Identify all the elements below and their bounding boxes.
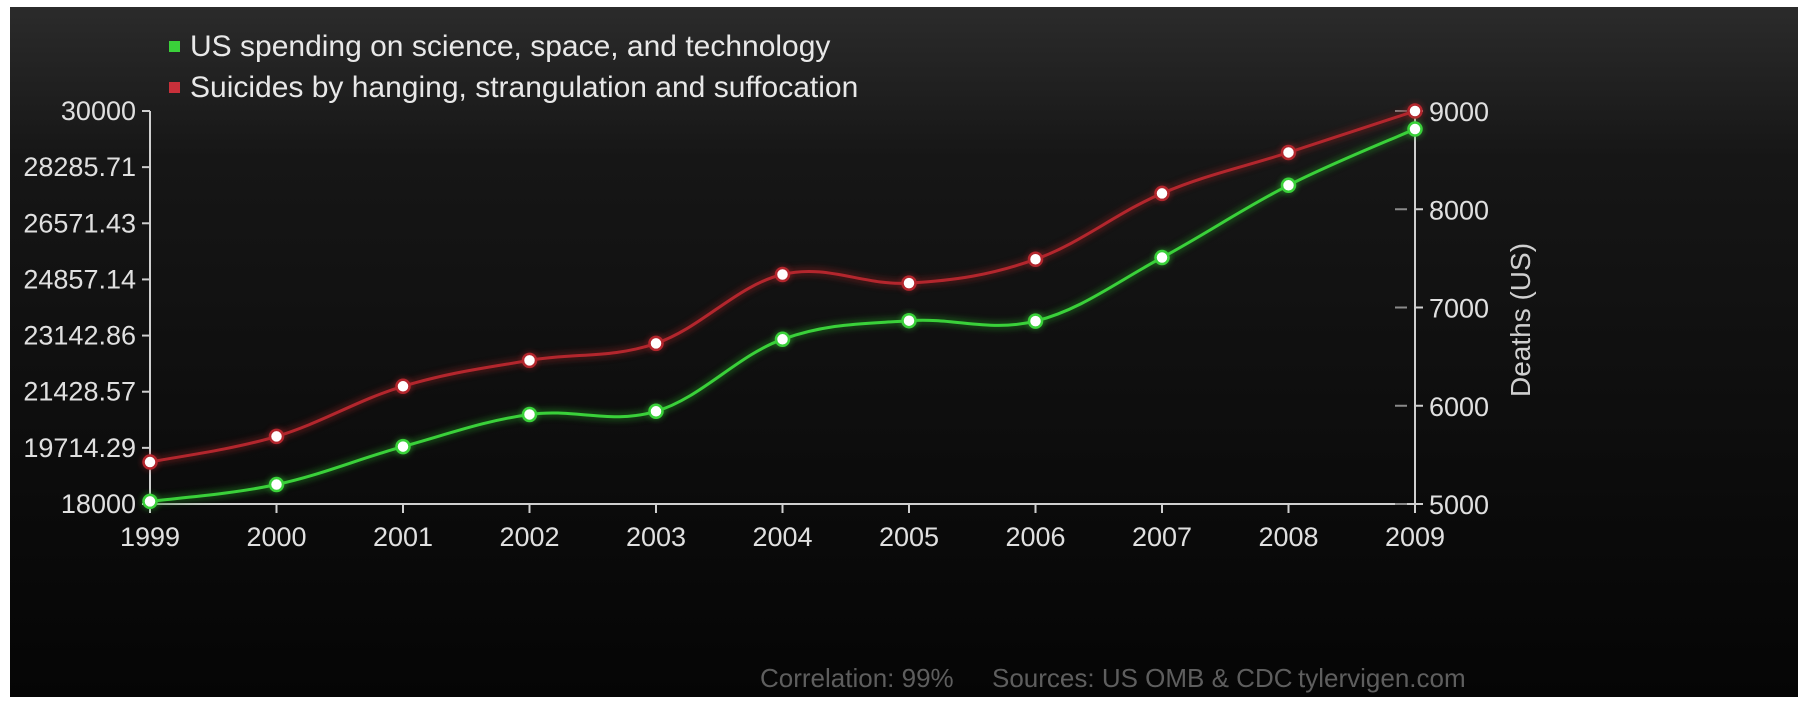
data-point-suicides — [901, 275, 917, 291]
x-tick-label: 2009 — [1385, 522, 1445, 552]
data-point-spending — [1280, 177, 1297, 194]
data-point-spending — [1027, 313, 1044, 329]
chart-panel: US spending on science, space, and techn… — [10, 7, 1798, 697]
legend-swatch-suicides — [169, 82, 180, 93]
data-point-spending — [268, 476, 285, 493]
right-axis-title: Deaths (US) — [1505, 243, 1536, 397]
data-point-spending — [901, 312, 917, 329]
left-tick-label: 28285.71 — [23, 152, 136, 182]
data-point-suicides — [1407, 103, 1423, 119]
data-point-spending — [1154, 249, 1170, 266]
right-tick-label: 6000 — [1429, 392, 1489, 422]
legend: US spending on science, space, and techn… — [169, 30, 858, 104]
legend-label-spending: US spending on science, space, and techn… — [190, 30, 830, 63]
data-point-suicides — [1027, 251, 1044, 268]
right-tick-label: 8000 — [1429, 195, 1489, 225]
data-point-suicides — [1280, 144, 1297, 161]
x-tick-label: 2000 — [246, 522, 306, 552]
x-tick-label: 2005 — [879, 522, 939, 552]
x-tick-label: 2001 — [373, 522, 433, 552]
data-point-spending — [648, 403, 664, 420]
left-tick-label: 18000 — [61, 489, 136, 519]
x-tick-label: 1999 — [120, 522, 180, 552]
data-point-spending — [395, 438, 411, 455]
data-point-suicides — [395, 378, 411, 395]
series-glow-suicides — [149, 106, 1417, 467]
footer-sources: Sources: US OMB & CDC — [992, 663, 1293, 693]
data-point-spending — [521, 406, 538, 423]
x-tick-label: 2006 — [1005, 522, 1065, 552]
x-tick-label: 2008 — [1258, 522, 1318, 552]
footer-correlation: Correlation: 99% — [760, 663, 954, 693]
left-tick-label: 23142.86 — [23, 321, 136, 351]
data-point-suicides — [1154, 185, 1170, 202]
right-tick-label: 7000 — [1429, 294, 1489, 324]
series-glow-spending — [149, 124, 1417, 506]
footer-site: tylervigen.com — [1298, 663, 1466, 693]
data-point-suicides — [774, 266, 791, 283]
right-tick-label: 9000 — [1429, 97, 1489, 127]
series-line-spending — [149, 127, 1416, 503]
x-tick-label: 2007 — [1132, 522, 1192, 552]
left-tick-label: 21428.57 — [23, 377, 136, 407]
right-tick-label: 5000 — [1429, 490, 1489, 520]
data-point-suicides — [648, 335, 664, 352]
data-point-spending — [774, 331, 791, 348]
left-tick-label: 30000 — [61, 96, 136, 126]
data-point-spending — [142, 493, 158, 510]
data-point-spending — [1407, 121, 1423, 137]
axes: 30000 28285.71 26571.43 24857.14 23142.86 214… — [23, 96, 1489, 552]
data-point-suicides — [521, 352, 538, 369]
legend-label-suicides: Suicides by hanging, strangulation and s… — [190, 71, 858, 104]
x-tick-label: 2002 — [499, 522, 559, 552]
left-tick-label: 26571.43 — [23, 208, 136, 238]
x-tick-label: 2003 — [626, 522, 686, 552]
x-tick-label: 2004 — [752, 522, 812, 552]
chart-svg: US spending on science, space, and techn… — [23, 30, 1536, 693]
data-point-suicides — [142, 454, 158, 470]
data-point-suicides — [268, 428, 285, 445]
left-tick-label: 19714.29 — [23, 433, 136, 463]
footer: Correlation: 99% Sources: US OMB & CDC t… — [760, 663, 1466, 693]
left-tick-label: 24857.14 — [23, 264, 136, 294]
plot-area — [141, 102, 1424, 511]
legend-swatch-spending — [169, 41, 180, 52]
